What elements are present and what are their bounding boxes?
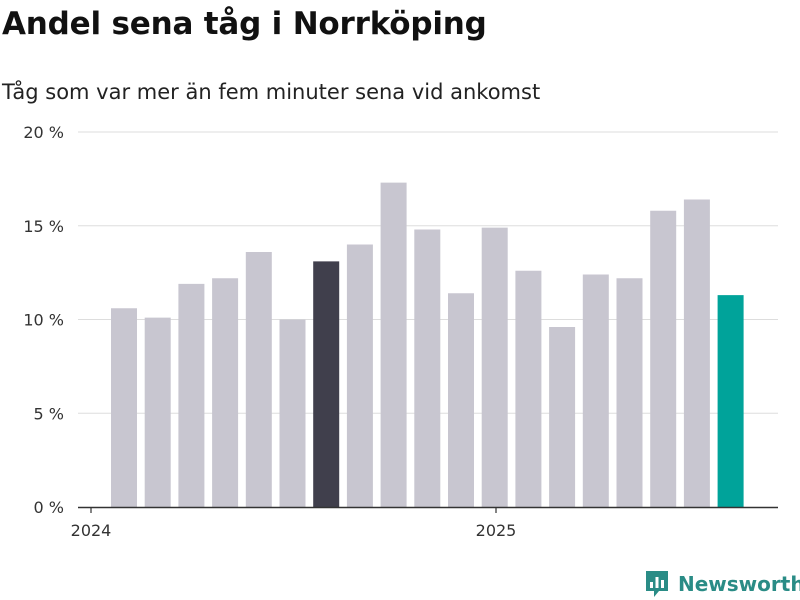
x-tick-label: 2024 (71, 521, 112, 540)
bar (683, 199, 710, 507)
bar (650, 210, 677, 507)
bar (279, 319, 306, 507)
x-tick-label: 2025 (476, 521, 517, 540)
bar (717, 295, 744, 507)
bar (144, 317, 171, 507)
bar (549, 327, 576, 507)
bar (481, 227, 508, 507)
bar (346, 244, 373, 507)
bar (212, 278, 239, 507)
y-tick-label: 0 % (34, 498, 64, 517)
newsworthy-logo-icon (646, 571, 668, 597)
bar (515, 270, 542, 507)
bar (313, 261, 340, 507)
y-tick-label: 20 % (23, 123, 64, 142)
brand-name: Newsworthy (678, 572, 800, 596)
bar (111, 308, 137, 507)
x-axis-ticks: 2024 2025 (71, 507, 517, 540)
chart-subtitle: Tåg som var mer än fem minuter sena vid … (2, 80, 541, 104)
bar (414, 229, 441, 507)
y-axis-ticks: 0 % 5 % 10 % 15 % 20 % (23, 123, 64, 517)
bar (616, 278, 643, 507)
chart-title: Andel sena tåg i Norrköping (2, 6, 487, 42)
y-tick-label: 10 % (23, 311, 64, 330)
bar (245, 252, 272, 507)
bar (178, 283, 205, 507)
y-tick-label: 15 % (23, 217, 64, 236)
y-tick-label: 5 % (34, 404, 64, 423)
bar-chart: 0 % 5 % 10 % 15 % 20 % 2024 2025 (23, 123, 778, 540)
bars (111, 182, 744, 507)
brand-logo: Newsworthy (644, 569, 800, 599)
bar (448, 293, 474, 507)
bar (582, 274, 609, 507)
bar (380, 182, 407, 507)
